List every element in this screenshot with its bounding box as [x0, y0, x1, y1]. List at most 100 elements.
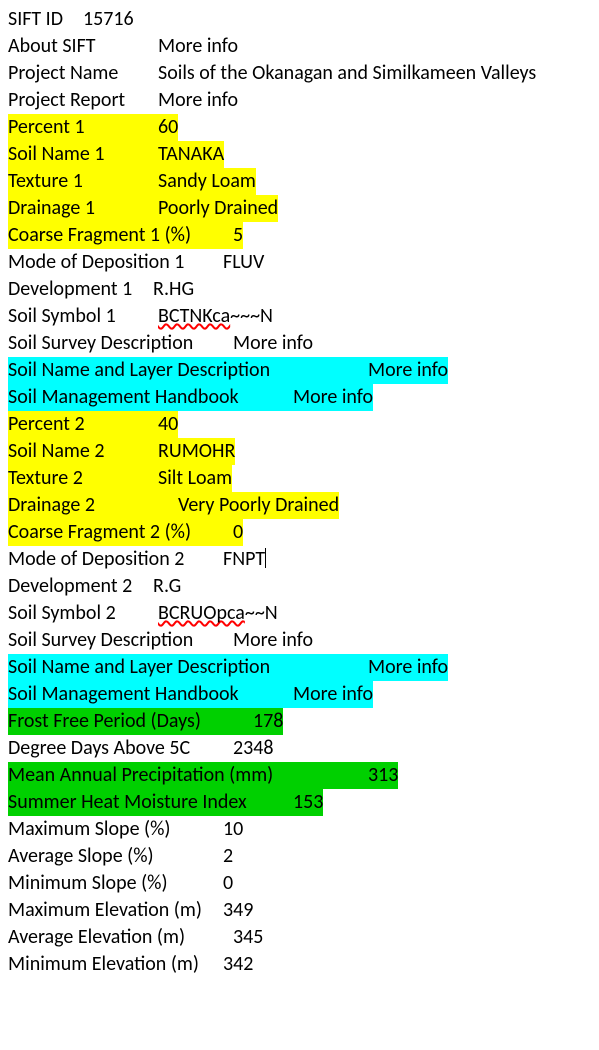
max-elev-label: Maximum Elevation (m)	[8, 897, 223, 924]
dev2-row: Development 2 R.G	[8, 573, 591, 600]
cf1-row: Coarse Fragment 1 (%)5	[8, 222, 591, 249]
shmi-label: Summer Heat Moisture Index	[8, 789, 293, 816]
project-name-value: Soils of the Okanagan and Similkameen Va…	[158, 60, 536, 87]
drainage1-label: Drainage 1	[8, 195, 158, 222]
ffp-row: Frost Free Period (Days)178	[8, 708, 591, 735]
mode2-row: Mode of Deposition 2 FNPT	[8, 546, 591, 573]
avg-slope-value: 2	[223, 843, 233, 870]
layer2-label: Soil Name and Layer Description	[8, 654, 368, 681]
layer2-row: Soil Name and Layer DescriptionMore info	[8, 654, 591, 681]
cf2-value: 0	[233, 519, 243, 546]
survey1-row: Soil Survey Description More info	[8, 330, 591, 357]
max-slope-label: Maximum Slope (%)	[8, 816, 223, 843]
survey2-label: Soil Survey Description	[8, 627, 233, 654]
symbol1-label: Soil Symbol 1	[8, 303, 158, 330]
about-sift-link[interactable]: More info	[158, 33, 238, 60]
dd5-value: 2348	[233, 735, 274, 762]
min-elev-row: Minimum Elevation (m) 342	[8, 951, 591, 978]
soilname1-row: Soil Name 1TANAKA	[8, 141, 591, 168]
drainage2-row: Drainage 2Very Poorly Drained	[8, 492, 591, 519]
about-sift-label: About SIFT	[8, 33, 158, 60]
sift-id-value: 15716	[83, 6, 134, 33]
symbol2-suffix: ~~N	[245, 601, 278, 625]
avg-elev-value: 345	[233, 924, 263, 951]
handbook1-link[interactable]: More info	[293, 384, 373, 411]
mode1-value: FLUV	[223, 249, 264, 276]
layer1-link[interactable]: More info	[368, 357, 448, 384]
map-row: Mean Annual Precipitation (mm)313	[8, 762, 591, 789]
layer1-row: Soil Name and Layer DescriptionMore info	[8, 357, 591, 384]
cf2-label: Coarse Fragment 2 (%)	[8, 519, 233, 546]
max-elev-value: 349	[223, 897, 253, 924]
avg-elev-label: Average Elevation (m)	[8, 924, 233, 951]
max-elev-row: Maximum Elevation (m) 349	[8, 897, 591, 924]
cf1-label: Coarse Fragment 1 (%)	[8, 222, 233, 249]
max-slope-row: Maximum Slope (%) 10	[8, 816, 591, 843]
handbook1-label: Soil Management Handbook	[8, 384, 293, 411]
survey1-label: Soil Survey Description	[8, 330, 233, 357]
about-sift-row: About SIFT More info	[8, 33, 591, 60]
project-report-row: Project Report More info	[8, 87, 591, 114]
symbol1-suffix: ~~~N	[230, 304, 273, 328]
dd5-label: Degree Days Above 5C	[8, 735, 233, 762]
texture1-label: Texture 1	[8, 168, 158, 195]
percent2-label: Percent 2	[8, 411, 158, 438]
cf2-row: Coarse Fragment 2 (%)0	[8, 519, 591, 546]
dev1-label: Development 1	[8, 276, 153, 303]
survey1-link[interactable]: More info	[233, 330, 313, 357]
avg-slope-label: Average Slope (%)	[8, 843, 223, 870]
drainage2-label: Drainage 2	[8, 492, 178, 519]
ffp-value: 178	[253, 708, 283, 735]
drainage2-value: Very Poorly Drained	[178, 492, 339, 519]
soilname1-value: TANAKA	[158, 141, 224, 168]
mode2-text: FNPT	[223, 547, 265, 571]
texture2-label: Texture 2	[8, 465, 158, 492]
handbook2-row: Soil Management HandbookMore info	[8, 681, 591, 708]
handbook2-label: Soil Management Handbook	[8, 681, 293, 708]
text-cursor-icon	[265, 548, 266, 568]
sift-id-label: SIFT ID	[8, 6, 83, 33]
symbol2-value: BCRUOpca~~N	[158, 600, 278, 627]
project-report-label: Project Report	[8, 87, 158, 114]
sift-id-row: SIFT ID 15716	[8, 6, 591, 33]
soilname2-label: Soil Name 2	[8, 438, 158, 465]
texture2-row: Texture 2Silt Loam	[8, 465, 591, 492]
soilname2-value: RUMOHR	[158, 438, 235, 465]
mode1-label: Mode of Deposition 1	[8, 249, 223, 276]
avg-elev-row: Average Elevation (m) 345	[8, 924, 591, 951]
symbol1-value: BCTNKca~~~N	[158, 303, 273, 330]
min-slope-label: Minimum Slope (%)	[8, 870, 223, 897]
dev1-value: R.HG	[153, 276, 194, 303]
min-elev-label: Minimum Elevation (m)	[8, 951, 223, 978]
mode2-value: FNPT	[223, 546, 266, 573]
texture2-value: Silt Loam	[158, 465, 232, 492]
symbol2-prefix: BCRUOpca	[158, 601, 245, 625]
survey2-link[interactable]: More info	[233, 627, 313, 654]
texture1-value: Sandy Loam	[158, 168, 256, 195]
percent2-value: 40	[158, 411, 178, 438]
handbook1-row: Soil Management HandbookMore info	[8, 384, 591, 411]
percent2-row: Percent 240	[8, 411, 591, 438]
dev2-value: R.G	[153, 573, 181, 600]
symbol2-row: Soil Symbol 2 BCRUOpca~~N	[8, 600, 591, 627]
map-value: 313	[368, 762, 398, 789]
drainage1-row: Drainage 1Poorly Drained	[8, 195, 591, 222]
project-name-label: Project Name	[8, 60, 158, 87]
mode1-row: Mode of Deposition 1 FLUV	[8, 249, 591, 276]
layer2-link[interactable]: More info	[368, 654, 448, 681]
percent1-row: Percent 160	[8, 114, 591, 141]
cf1-value: 5	[233, 222, 243, 249]
map-label: Mean Annual Precipitation (mm)	[8, 762, 368, 789]
dev1-row: Development 1 R.HG	[8, 276, 591, 303]
symbol1-prefix: BCTNKca	[158, 304, 230, 328]
avg-slope-row: Average Slope (%) 2	[8, 843, 591, 870]
shmi-row: Summer Heat Moisture Index153	[8, 789, 591, 816]
layer1-label: Soil Name and Layer Description	[8, 357, 368, 384]
project-name-row: Project Name Soils of the Okanagan and S…	[8, 60, 591, 87]
shmi-value: 153	[293, 789, 323, 816]
percent1-label: Percent 1	[8, 114, 158, 141]
project-report-link[interactable]: More info	[158, 87, 238, 114]
symbol2-label: Soil Symbol 2	[8, 600, 158, 627]
handbook2-link[interactable]: More info	[293, 681, 373, 708]
survey2-row: Soil Survey Description More info	[8, 627, 591, 654]
